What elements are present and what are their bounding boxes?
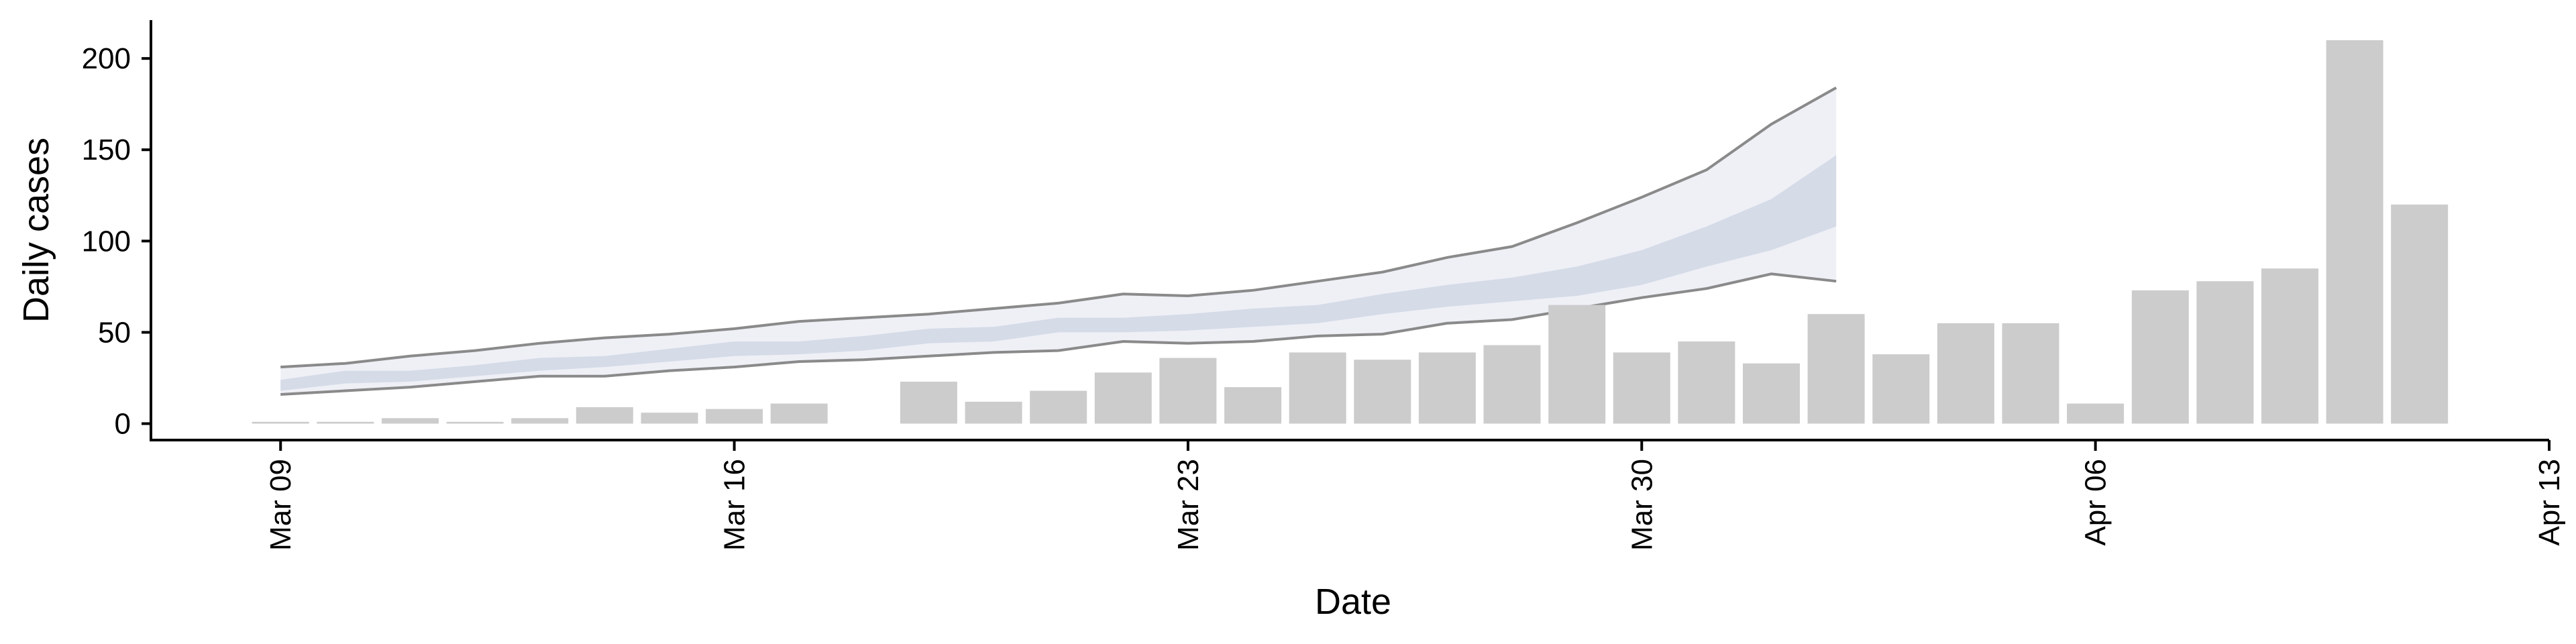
upper-bound-line [280,86,1837,369]
axes-layer [150,20,2549,441]
case-bar [2261,268,2318,424]
case-bar [1094,372,1152,424]
case-bar [2131,290,2189,424]
case-bar [1872,354,1930,424]
y-tick-label: 0 [115,408,131,441]
case-bar [2067,403,2125,424]
case-bar [1937,323,1994,424]
case-bar [900,381,957,424]
outer-interval-band [280,87,1837,394]
case-bar [382,418,439,424]
outer-band-layer [280,87,1837,394]
case-bar [511,418,569,424]
case-bar [2391,204,2449,424]
case-bar [446,421,504,424]
case-bar [1743,363,1800,424]
x-tick-label: Mar 23 [1172,459,1205,551]
y-axis-title: Daily cases [16,138,56,323]
x-tick-label: Mar 09 [264,459,297,551]
y-ticks-layer: 0 50 100 150 200 [82,42,151,441]
y-tick-label: 200 [82,42,131,75]
bars-layer [252,40,2449,424]
case-bar [706,409,763,424]
x-tick-label: Mar 16 [718,459,751,551]
case-bar [1548,305,1606,424]
case-bar [1289,352,1346,424]
x-ticks-layer: Mar 09 Mar 16 Mar 23 Mar 30 Apr 06 Apr 13 [264,440,2566,551]
case-bar [770,403,828,424]
case-bar [2196,281,2254,424]
case-bar [1613,352,1670,424]
case-bar [1483,345,1541,424]
case-bar [2326,40,2383,424]
case-bar [1224,387,1282,424]
y-tick-label: 150 [82,133,131,166]
case-bar [576,407,633,424]
x-tick-label: Mar 30 [1625,459,1658,551]
case-bar [2002,323,2059,424]
case-bar [252,421,309,424]
case-bar [1354,360,1411,424]
y-tick-label: 50 [98,316,131,349]
case-bar [641,413,698,424]
y-tick-label: 100 [82,225,131,258]
case-bar [1159,358,1217,424]
case-bar [317,421,374,424]
x-tick-label: Apr 06 [2080,459,2112,546]
case-bar [1678,341,1735,424]
x-axis-title: Date [1315,582,1391,622]
x-tick-label: Apr 13 [2533,459,2566,546]
case-bar [965,401,1022,424]
case-bar [1030,390,1087,424]
case-bar [1418,352,1476,424]
case-bar [1807,314,1865,424]
